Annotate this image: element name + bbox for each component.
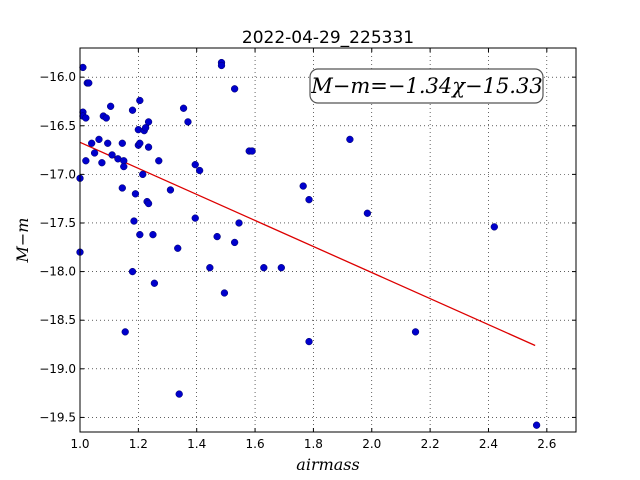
data-point	[191, 214, 199, 222]
data-point	[144, 118, 153, 126]
y-tick-label: −17.5	[39, 216, 76, 230]
x-tick-label: 2.6	[537, 437, 556, 451]
data-point	[206, 264, 214, 272]
data-point	[217, 61, 226, 70]
x-tick-label: 2.4	[479, 437, 498, 451]
data-point	[118, 139, 126, 147]
data-point	[230, 238, 239, 247]
data-point	[166, 186, 175, 194]
y-tick-label: −18.5	[39, 313, 76, 327]
data-point	[305, 337, 313, 346]
data-point	[184, 118, 192, 126]
plot-area	[80, 48, 576, 432]
data-point	[102, 114, 110, 122]
data-point	[128, 267, 137, 276]
x-tick-label: 2.2	[421, 437, 440, 451]
data-point	[82, 157, 90, 165]
data-point	[174, 244, 182, 252]
axis-ticks	[79, 48, 576, 432]
data-point	[139, 170, 147, 179]
data-point	[90, 149, 99, 157]
data-point	[131, 190, 140, 198]
data-point	[144, 143, 153, 151]
fit-line-group	[79, 141, 536, 347]
data-point	[136, 139, 144, 147]
grid	[79, 48, 576, 432]
data-point	[490, 223, 498, 231]
data-point	[149, 231, 157, 239]
data-point	[79, 63, 87, 72]
data-point	[213, 232, 221, 241]
data-point	[191, 161, 199, 169]
x-tick-label: 2.0	[362, 437, 381, 451]
x-tick-labels: 1.0 1.2 1.4 1.6 1.8 2.0 2.2 2.4 2.6	[70, 437, 556, 451]
data-point	[130, 217, 138, 225]
data-point	[346, 135, 354, 144]
data-point	[260, 264, 268, 272]
data-point	[248, 147, 256, 155]
y-tick-label: −17.0	[39, 167, 76, 181]
data-point	[179, 104, 188, 112]
plot-frame	[79, 47, 577, 433]
fit-line	[79, 141, 536, 347]
data-point	[144, 199, 153, 208]
data-point	[98, 159, 106, 167]
y-tick-label: −19.5	[39, 410, 76, 424]
data-point	[85, 79, 93, 87]
x-axis-label: airmass	[296, 455, 359, 474]
data-point	[108, 151, 116, 159]
annotation-text: M−m=−1.34χ−15.33	[310, 74, 542, 98]
y-tick-label: −16.5	[39, 119, 76, 133]
annotation-box	[309, 68, 544, 104]
data-point	[106, 102, 115, 110]
y-axis-label: M−m	[13, 218, 32, 264]
data-point	[120, 162, 128, 171]
data-point	[305, 196, 313, 204]
y-tick-label: −19.0	[39, 362, 76, 376]
y-tick-label: −18.0	[39, 265, 76, 279]
data-point	[136, 96, 144, 105]
data-point	[141, 124, 150, 132]
data-point	[175, 390, 183, 398]
data-points	[76, 58, 541, 429]
data-point	[195, 166, 204, 175]
data-point	[150, 279, 159, 287]
data-point	[104, 139, 112, 147]
data-point	[299, 182, 307, 190]
data-point	[220, 289, 229, 297]
y-tick-label: −16.0	[39, 70, 76, 84]
data-point	[155, 157, 163, 165]
data-point	[411, 328, 420, 336]
data-point	[235, 219, 243, 227]
chart-title: 2022-04-29_225331	[242, 28, 414, 48]
y-tick-labels: −16.0 −16.5 −17.0 −17.5 −18.0 −18.5 −19.0 −19.5	[39, 70, 76, 424]
data-point	[95, 135, 103, 144]
data-point	[136, 231, 144, 239]
data-point	[532, 421, 541, 429]
data-point	[363, 209, 372, 217]
x-tick-label: 1.2	[129, 437, 148, 451]
data-point	[121, 328, 129, 336]
x-tick-label: 1.8	[304, 437, 323, 451]
data-point	[277, 264, 285, 272]
fit-annotation: M−m=−1.34χ−15.33	[309, 68, 544, 104]
data-point	[230, 85, 239, 93]
data-point	[128, 106, 137, 114]
x-tick-label: 1.0	[70, 437, 89, 451]
data-point	[82, 114, 90, 122]
data-point	[118, 184, 126, 192]
x-tick-label: 1.4	[187, 437, 206, 451]
data-point	[88, 139, 96, 147]
x-tick-label: 1.6	[246, 437, 265, 451]
